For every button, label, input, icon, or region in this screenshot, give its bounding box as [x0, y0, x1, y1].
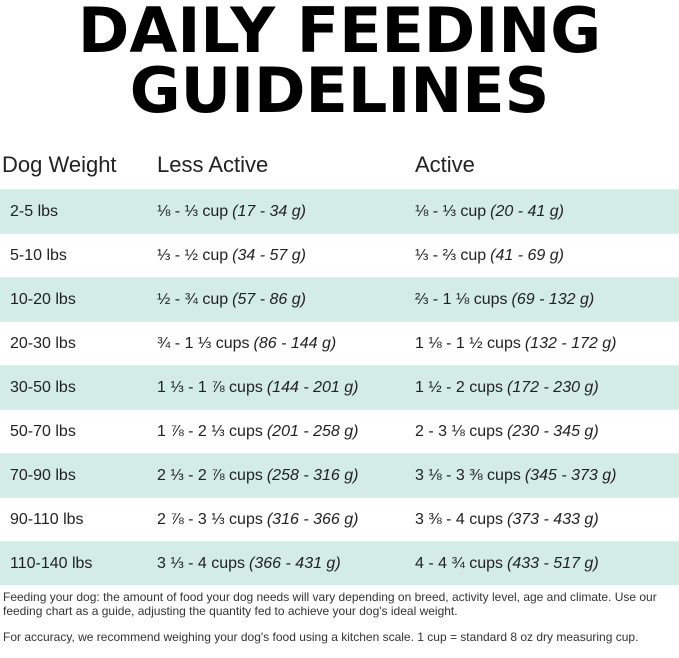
amount-cell: ½ - ¾ cup (57 - 86 g)	[157, 278, 306, 322]
cups: 3 ⅛ - 3 ⅜ cups	[415, 467, 521, 484]
grams: (41 - 69 g)	[490, 247, 564, 264]
grams: (17 - 34 g)	[232, 203, 306, 220]
amount-cell: 1 ⅓ - 1 ⅞ cups (144 - 201 g)	[157, 366, 358, 410]
weight-cell: 30-50 lbs	[10, 379, 76, 396]
cups: 2 ⅞ - 3 ⅓ cups	[157, 511, 263, 528]
column-header: Active	[415, 152, 475, 177]
grams: (373 - 433 g)	[507, 511, 599, 528]
amount-cell: ⅓ - ⅔ cup (41 - 69 g)	[415, 234, 564, 278]
weight-cell: 90-110 lbs	[10, 511, 84, 528]
amount-cell: 2 ⅞ - 3 ⅓ cups (316 - 366 g)	[157, 498, 358, 542]
cups: ⅛ - ⅓ cup	[157, 203, 229, 220]
title: DAILY FEEDING	[77, 0, 602, 67]
table-row: 20-30 lbs ¾ - 1 ⅓ cups (86 - 144 g) 1 ⅛ - 1…	[0, 321, 679, 365]
amount-cell: 3 ⅓ - 4 cups (366 - 431 g)	[157, 542, 341, 586]
amount-cell: 2 - 3 ⅛ cups (230 - 345 g)	[415, 410, 599, 454]
table-row: 110-140 lbs 3 ⅓ - 4 cups (366 - 431 g) 4 - …	[0, 541, 679, 585]
amount-cell: 1 ⅞ - 2 ⅓ cups (201 - 258 g)	[157, 410, 358, 454]
grams: (433 - 517 g)	[507, 555, 599, 572]
weight-cell: 110-140 lbs	[10, 555, 93, 572]
grams: (20 - 41 g)	[490, 203, 564, 220]
weight-cell: 2-5 lbs	[10, 203, 59, 220]
amount-cell: 3 ⅜ - 4 cups (373 - 433 g)	[415, 498, 599, 542]
cups: 2 - 3 ⅛ cups	[415, 423, 504, 440]
grams: (69 - 132 g)	[511, 291, 595, 308]
cups: ⅔ - 1 ⅛ cups	[415, 291, 508, 308]
grams: (144 - 201 g)	[266, 379, 359, 396]
cups: 1 ⅛ - 1 ½ cups	[415, 335, 521, 352]
weight-cell: 50-70 lbs	[10, 423, 76, 440]
grams: (345 - 373 g)	[524, 467, 617, 484]
table-row: 90-110 lbs 2 ⅞ - 3 ⅓ cups (316 - 366 g) 3 ⅜…	[0, 497, 679, 541]
grams: (86 - 144 g)	[253, 335, 337, 352]
amount-cell: 2 ⅓ - 2 ⅞ cups (258 - 316 g)	[157, 454, 358, 498]
cups: 1 ½ - 2 cups	[415, 379, 504, 396]
weight-cell: 20-30 lbs	[10, 335, 76, 352]
table-row: 5-10 lbs ⅓ - ½ cup (34 - 57 g) ⅓ - ⅔ cup (41…	[0, 233, 679, 277]
grams: (366 - 431 g)	[249, 555, 341, 572]
table-row: 50-70 lbs 1 ⅞ - 2 ⅓ cups (201 - 258 g) 2 - …	[0, 409, 679, 453]
weight-cell: 70-90 lbs	[10, 467, 76, 484]
grams: (34 - 57 g)	[232, 247, 306, 264]
amount-cell: ¾ - 1 ⅓ cups (86 - 144 g)	[157, 322, 336, 366]
note: Feeding your dog: the amount of food you…	[3, 590, 657, 618]
weight-cell: 10-20 lbs	[10, 291, 76, 308]
amount-cell: ⅛ - ⅓ cup (20 - 41 g)	[415, 190, 564, 234]
note: For accuracy, we recommend weighing your…	[3, 630, 639, 644]
grams: (57 - 86 g)	[232, 291, 306, 308]
cups: 1 ⅞ - 2 ⅓ cups	[157, 423, 263, 440]
grams: (132 - 172 g)	[524, 335, 617, 352]
amount-cell: 1 ½ - 2 cups (172 - 230 g)	[415, 366, 599, 410]
weight-cell: 5-10 lbs	[10, 247, 67, 264]
table-row: 10-20 lbs ½ - ¾ cup (57 - 86 g) ⅔ - 1 ⅛ cup…	[0, 277, 679, 321]
amount-cell: 1 ⅛ - 1 ½ cups (132 - 172 g)	[415, 322, 616, 366]
grams: (172 - 230 g)	[507, 379, 599, 396]
cups: ⅓ - ⅔ cup	[415, 247, 487, 264]
cups: ⅛ - ⅓ cup	[415, 203, 487, 220]
amount-cell: 4 - 4 ¾ cups (433 - 517 g)	[415, 542, 599, 586]
title: GUIDELINES	[129, 54, 550, 127]
table-row: 2-5 lbs ⅛ - ⅓ cup (17 - 34 g) ⅛ - ⅓ cup (20 …	[0, 189, 679, 233]
grams: (201 - 258 g)	[266, 423, 359, 440]
amount-cell: ⅛ - ⅓ cup (17 - 34 g)	[157, 190, 306, 234]
cups: ¾ - 1 ⅓ cups	[157, 335, 250, 352]
grams: (258 - 316 g)	[266, 467, 359, 484]
cups: 3 ⅓ - 4 cups	[157, 555, 246, 572]
column-header: Dog Weight	[2, 152, 117, 177]
table-row: 30-50 lbs 1 ⅓ - 1 ⅞ cups (144 - 201 g) 1 ½ …	[0, 365, 679, 409]
cups: ⅓ - ½ cup	[157, 247, 229, 264]
amount-cell: ⅓ - ½ cup (34 - 57 g)	[157, 234, 306, 278]
table-row: 70-90 lbs 2 ⅓ - 2 ⅞ cups (258 - 316 g) 3 ⅛ …	[0, 453, 679, 497]
column-header: Less Active	[157, 152, 269, 177]
cups: 4 - 4 ¾ cups	[415, 555, 504, 572]
cups: 1 ⅓ - 1 ⅞ cups	[157, 379, 263, 396]
cups: ½ - ¾ cup	[157, 291, 229, 308]
cups: 3 ⅜ - 4 cups	[415, 511, 504, 528]
grams: (316 - 366 g)	[266, 511, 359, 528]
amount-cell: ⅔ - 1 ⅛ cups (69 - 132 g)	[415, 278, 594, 322]
cups: 2 ⅓ - 2 ⅞ cups	[157, 467, 263, 484]
amount-cell: 3 ⅛ - 3 ⅜ cups (345 - 373 g)	[415, 454, 616, 498]
grams: (230 - 345 g)	[507, 423, 599, 440]
